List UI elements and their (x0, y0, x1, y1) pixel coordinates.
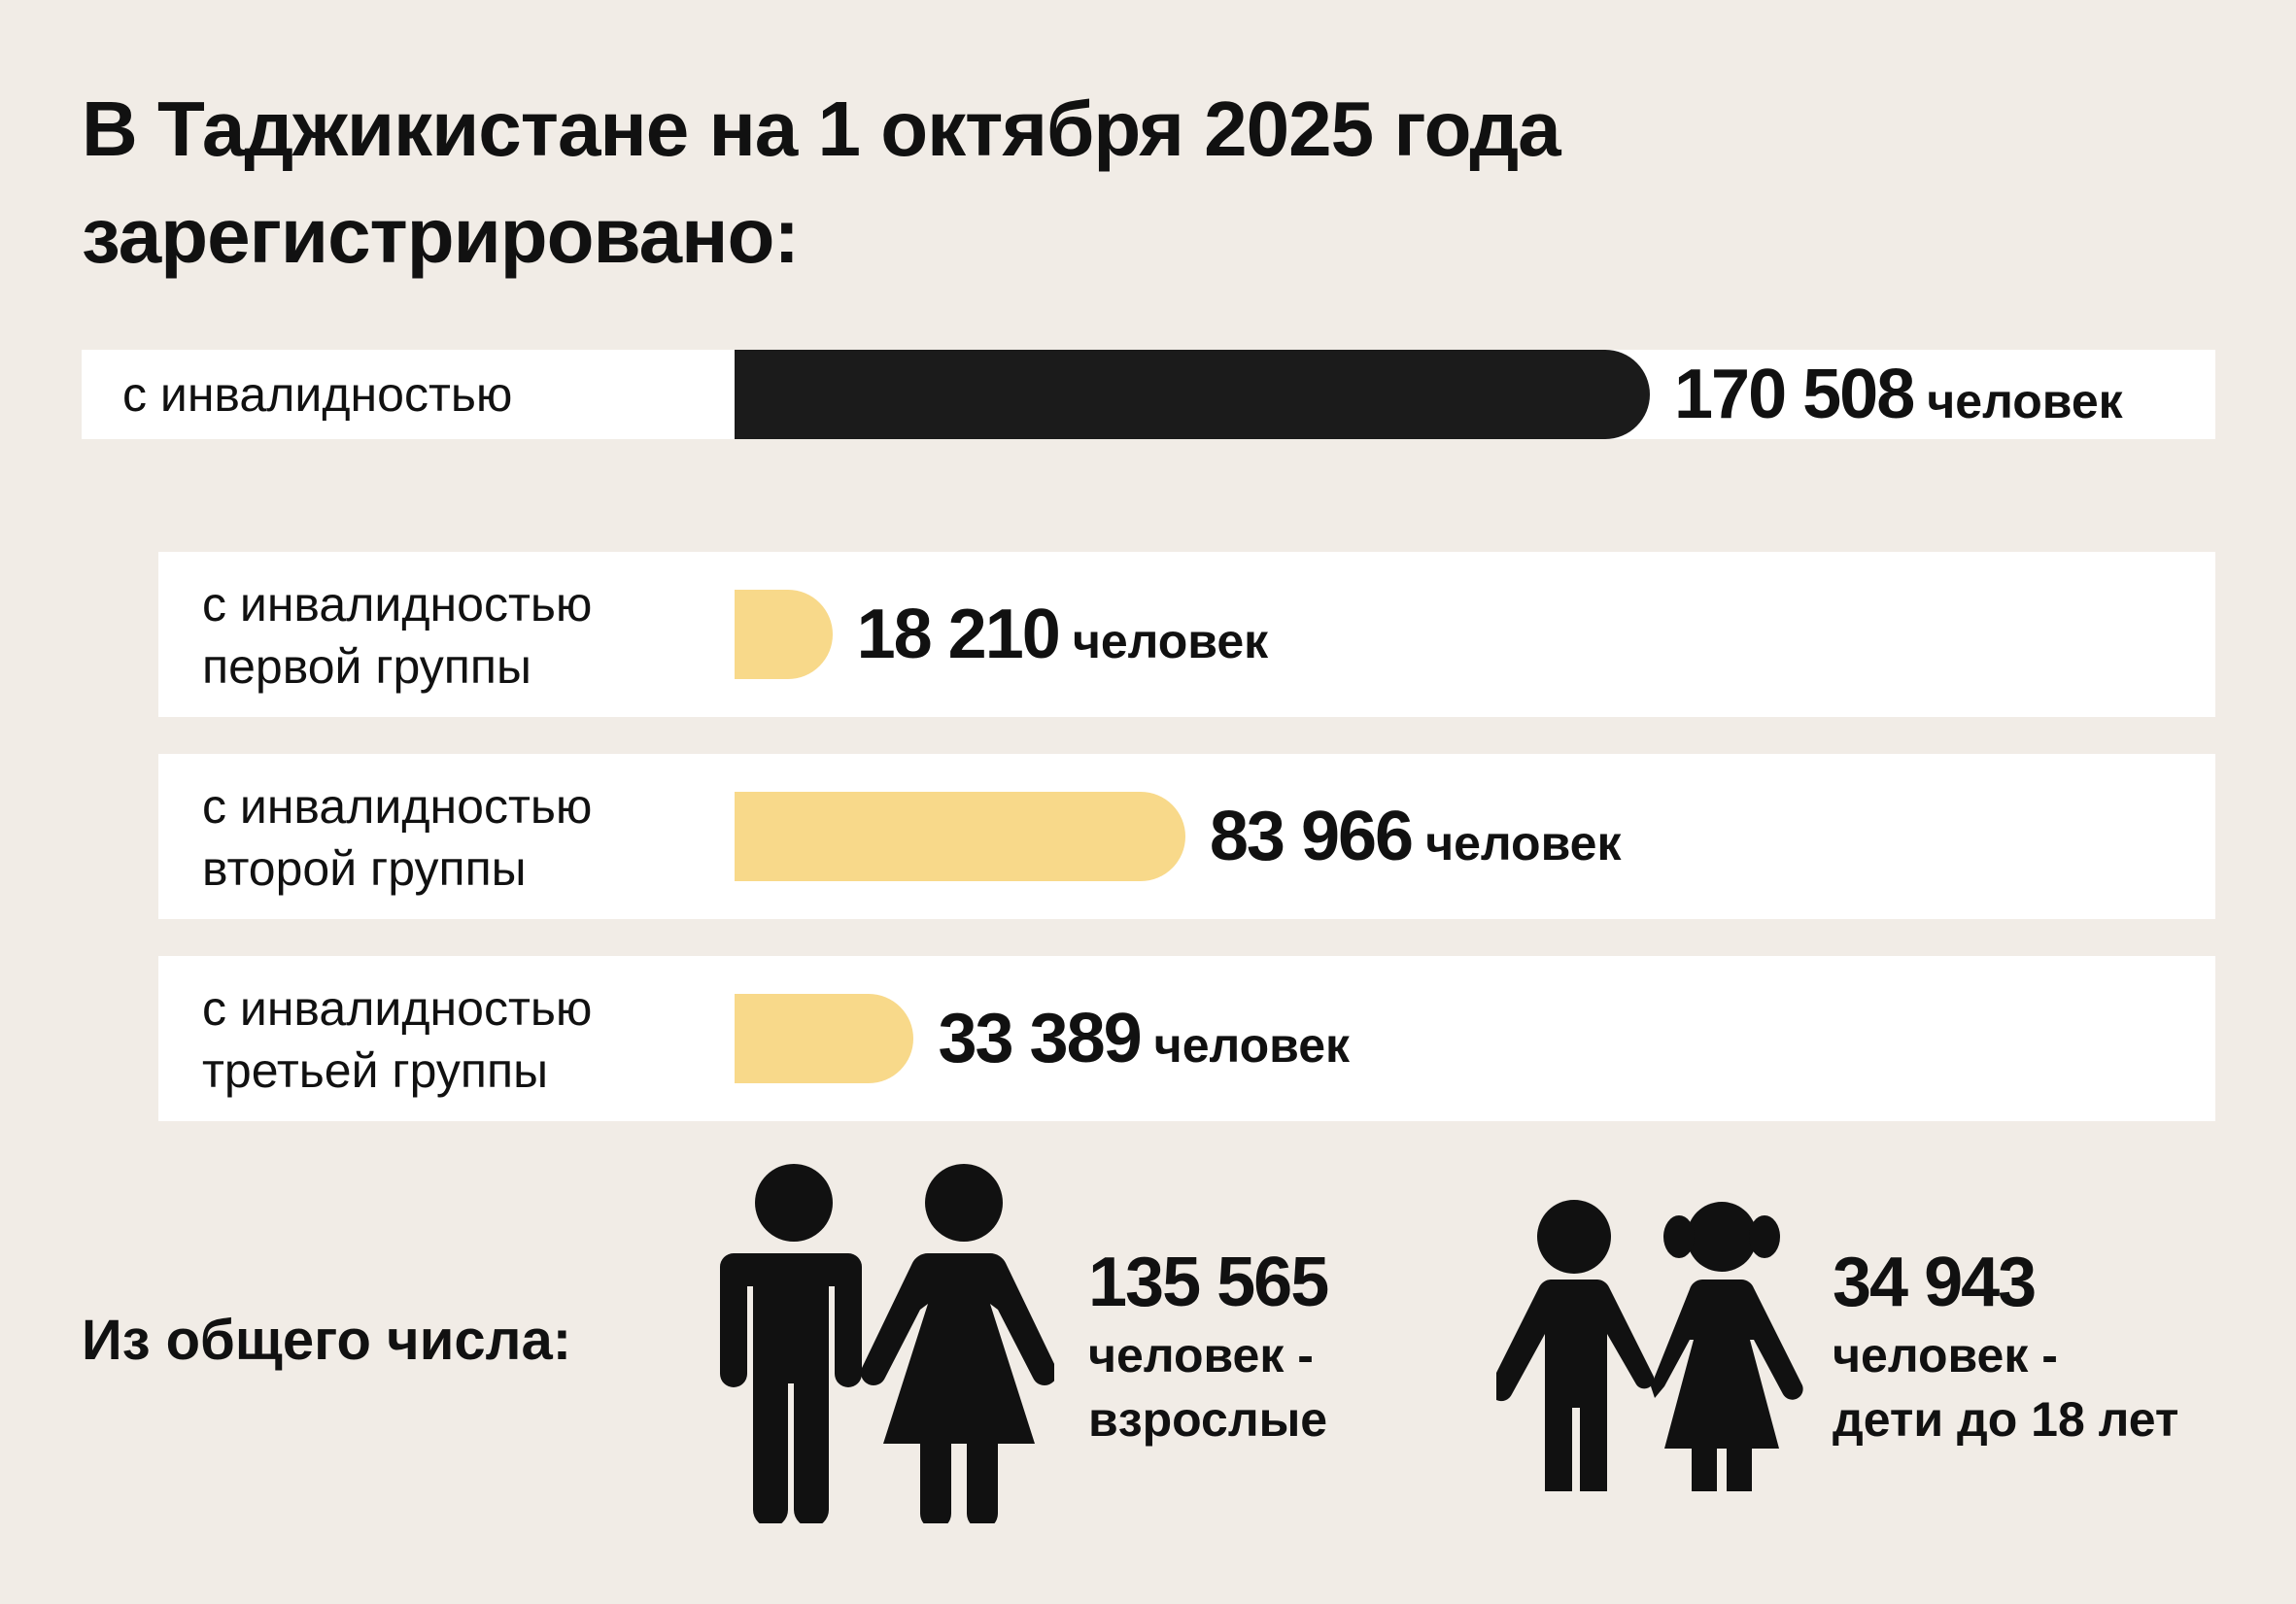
children-line-2: дети до 18 лет (1833, 1392, 2179, 1447)
group-2-value: 83 966 человек (1210, 792, 1622, 901)
children-icon (1496, 1200, 1803, 1491)
total-value: 170 508 человек (1674, 350, 2123, 459)
adults-stat: 135 565 человек - взрослые (1088, 1242, 1329, 1451)
group-2-row-label: с инвалидностью второй группы (202, 779, 593, 896)
value-unit: человек (1425, 816, 1622, 870)
adults-line-2: взрослые (1088, 1392, 1328, 1447)
page-title: В Таджикистане на 1 октября 2025 года за… (82, 76, 1928, 290)
title-line-2: зарегистрировано: (82, 192, 800, 279)
group-1-row-label: с инвалидностью первой группы (202, 577, 593, 694)
children-number: 34 943 (1833, 1244, 2037, 1321)
adults-number: 135 565 (1088, 1244, 1329, 1321)
value-number: 170 508 (1674, 356, 1915, 433)
group-2-row: с инвалидностью второй группы 83 966 чело… (158, 754, 2215, 919)
title-line-1: В Таджикистане на 1 октября 2025 года (82, 85, 1561, 172)
adults-icon (720, 1164, 1054, 1523)
value-unit: человек (1153, 1018, 1351, 1073)
value-number: 33 389 (938, 1000, 1142, 1077)
group-3-value: 33 389 человек (938, 994, 1350, 1103)
bar-group-1 (735, 590, 833, 679)
group-3-row: с инвалидностью третьей группы 33 389 чел… (158, 956, 2215, 1121)
bar-total (735, 350, 1650, 439)
group-3-row-label: с инвалидностью третьей группы (202, 981, 593, 1098)
bar-group-2 (735, 792, 1185, 881)
group-1-value: 18 210 человек (857, 590, 1269, 699)
total-row-label: с инвалидностью (122, 367, 513, 422)
breakdown-label: Из общего числа: (82, 1309, 572, 1372)
group-1-row: с инвалидностью первой группы 18 210 чело… (158, 552, 2215, 717)
bar-group-3 (735, 994, 914, 1083)
children-stat: 34 943 человек - дети до 18 лет (1833, 1242, 2178, 1451)
total-row: с инвалидностью 170 508 человек (82, 350, 2215, 439)
value-unit: человек (1072, 614, 1269, 668)
children-line-1: человек - (1833, 1328, 2058, 1382)
adults-line-1: человек - (1088, 1328, 1314, 1382)
value-number: 83 966 (1209, 798, 1414, 875)
value-unit: человек (1927, 374, 2123, 428)
value-number: 18 210 (856, 596, 1061, 673)
